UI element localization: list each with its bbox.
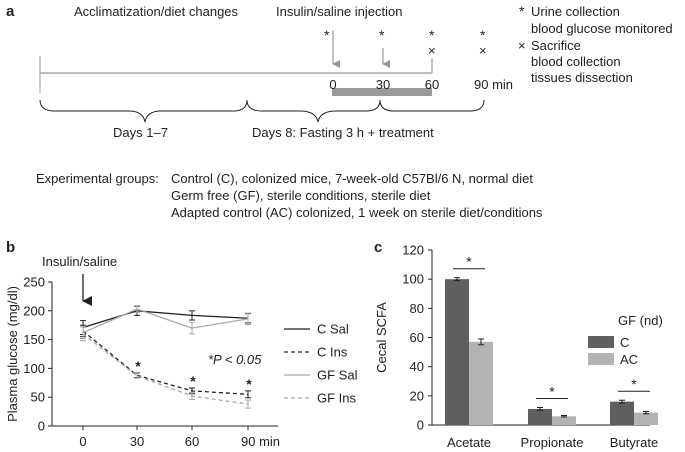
panel-a: a Acclimatization/diet changes Insulin/s… — [6, 3, 673, 220]
legend-label-gf-sal: GF Sal — [317, 368, 358, 383]
panel-b: b Insulin/saline 0 50 100 150 200 250 0 30 60 90 … — [5, 239, 358, 449]
star-marker-0: * — [324, 27, 330, 43]
scfa-y-tick-label: 0 — [417, 418, 424, 433]
glucose-y-axis-label: Plasma glucose (mg/dl) — [5, 286, 20, 422]
series-line-c-sal — [82, 310, 249, 329]
scfa-y-tick-label: 100 — [402, 272, 424, 287]
legend-label-c-sal: C Sal — [317, 322, 349, 337]
significance-star: * — [135, 358, 141, 374]
scfa-chart-legend: GF (nd) C AC — [588, 313, 663, 367]
legend-label-c-ins: C Ins — [317, 345, 348, 360]
glucose-y-tick-label: 50 — [31, 390, 45, 405]
scfa-y-tick-label: 120 — [402, 243, 424, 258]
glucose-x-tick-label: 30 — [130, 434, 144, 449]
cross-marker-60: × — [428, 43, 436, 58]
series-line-gf-ins — [82, 333, 249, 405]
scfa-y-tick-label: 80 — [410, 301, 424, 316]
scfa-y-tick-label: 20 — [410, 388, 424, 403]
bar-propionate-c — [528, 408, 552, 425]
series-line-gf-sal — [82, 308, 249, 334]
significance-note-text: *P < 0.05 — [208, 352, 262, 367]
glucose-y-tick-label: 250 — [23, 275, 45, 290]
phase1-label: Acclimatization/diet changes — [74, 4, 239, 19]
glucose-x-tick-label: 0 — [79, 434, 86, 449]
legend-star-line1: Urine collection — [531, 4, 620, 19]
legend-label-gf-ins: GF Ins — [317, 391, 357, 406]
timeline-tick-30: 30 — [376, 77, 390, 92]
scfa-legend-title: GF (nd) — [618, 313, 663, 328]
timeline-tick-90: 90 min — [474, 77, 513, 92]
panel-a-letter: a — [6, 3, 15, 20]
group-control: Control (C), colonized mice, 7-week-old … — [171, 171, 533, 186]
glucose-y-tick-label: 100 — [23, 361, 45, 376]
glucose-y-tick-label: 0 — [38, 419, 45, 434]
scfa-category-label: Butyrate — [610, 435, 658, 450]
scfa-category-label: Acetate — [447, 435, 491, 450]
significance-star: * — [466, 254, 472, 270]
legend-cross-line3: tissues dissection — [531, 70, 633, 85]
glucose-chart-axes: 0 50 100 150 200 250 0 30 60 90 min Plasma glucose… — [5, 275, 280, 450]
group-adapted-control: Adapted control (AC) colonized, 1 week o… — [171, 205, 543, 220]
legend-star-line2: blood glucose monitored — [531, 21, 673, 36]
panel-c-letter: c — [374, 239, 382, 256]
glucose-x-tick-label: 90 min — [241, 434, 280, 449]
panel-b-letter: b — [6, 239, 15, 256]
legend-label-ac: AC — [620, 352, 638, 367]
days1-label: Days 1–7 — [113, 125, 168, 140]
scfa-chart-plot: * * * — [445, 254, 658, 425]
significance-star: * — [190, 373, 196, 389]
significance-note: *P < 0.05 — [208, 352, 262, 367]
legend-cross-symbol: × — [518, 38, 526, 53]
bar-butyrate-ac — [634, 412, 658, 425]
star-marker-90: * — [480, 27, 486, 43]
glucose-chart-plot: * * * — [80, 305, 252, 409]
brace-day8-left — [246, 99, 381, 123]
group-germ-free: Germ free (GF), sterile conditions, ster… — [171, 188, 431, 203]
brace-days1-7 — [39, 99, 248, 123]
glucose-chart-legend: C Sal C Ins GF Sal GF Ins — [284, 322, 358, 406]
cross-marker-90: × — [479, 43, 487, 58]
significance-star: * — [246, 376, 252, 392]
significance-star: * — [549, 384, 555, 400]
bar-acetate-ac — [469, 341, 493, 425]
days8-label: Days 8: Fasting 3 h + treatment — [252, 125, 434, 140]
legend-star-symbol: * — [519, 3, 525, 19]
bar-butyrate-c — [610, 401, 634, 425]
scfa-y-axis-label: Cecal SCFA — [374, 302, 389, 373]
glucose-y-tick-label: 200 — [23, 303, 45, 318]
glucose-y-tick-label: 150 — [23, 332, 45, 347]
phase2-label: Insulin/saline injection — [276, 4, 402, 19]
insulin-arrow-label: Insulin/saline — [42, 254, 117, 269]
scfa-y-tick-label: 40 — [410, 359, 424, 374]
legend-cross-line1: Sacrifice — [531, 38, 581, 53]
bar-acetate-c — [445, 279, 469, 425]
legend-swatch-c — [588, 336, 614, 348]
timeline-tick-0: 0 — [329, 77, 336, 92]
treatment-period-bar — [332, 88, 432, 96]
star-marker-60: * — [429, 27, 435, 43]
legend-label-c: C — [620, 335, 629, 350]
series-line-c-ins — [82, 330, 249, 395]
legend-cross-line2: blood collection — [531, 54, 621, 69]
scfa-category-label: Propionate — [521, 435, 584, 450]
star-marker-30: * — [379, 27, 385, 43]
scfa-y-tick-label: 60 — [410, 330, 424, 345]
scfa-chart-axes: 0 20 40 60 80 100 120 Cecal SCFA Acetate Propiona… — [374, 243, 658, 451]
groups-title: Experimental groups: — [36, 171, 159, 186]
glucose-x-tick-label: 60 — [185, 434, 199, 449]
timeline-tick-60: 60 — [425, 77, 439, 92]
significance-star: * — [631, 376, 637, 392]
bar-propionate-ac — [552, 416, 576, 425]
panel-c: c 0 20 40 60 80 100 120 Cecal SCFA Acetate Propio… — [374, 239, 663, 450]
legend-swatch-ac — [588, 353, 614, 365]
brace-day8-right — [379, 99, 485, 112]
